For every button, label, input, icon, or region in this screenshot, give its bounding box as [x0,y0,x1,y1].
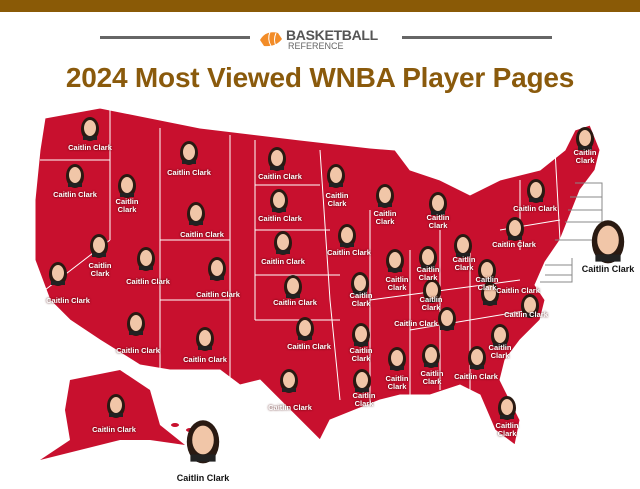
northeast-callout-lines [540,182,603,283]
player-photo [388,347,406,371]
player-name-label: Caitlin Clark [573,148,597,165]
player-photo [196,327,214,351]
logo-text-basketball: BASKETBALL [286,27,378,43]
player-name-label: Caitlin Clark [581,264,635,274]
player-photo [296,317,314,341]
player-photo [274,231,292,255]
player-photo [180,141,198,165]
player-name-label: Caitlin Clark [126,277,170,286]
player-name-label: Caitlin Clark [394,319,438,328]
player-name-label: Caitlin Clark [327,248,371,257]
player-photo [498,396,516,420]
player-name-label: Caitlin Clark [492,240,536,249]
player-name-label: Caitlin Clark [419,295,443,312]
player-name-label: Caitlin Clark [287,342,331,351]
player-name-label: Caitlin Clark [196,290,240,299]
player-name-label: Caitlin Clark [475,275,499,292]
player-name-label: Caitlin Clark [416,265,440,282]
player-name-label: Caitlin Clark [46,296,90,305]
player-name-label: Caitlin Clark [426,213,450,230]
player-photo [376,184,394,208]
player-name-label: Caitlin Clark [452,255,476,272]
player-photo [187,202,205,226]
player-name-label: Caitlin Clark [385,374,409,391]
player-photo [591,220,625,264]
player-photo [491,324,509,348]
player-photo [137,247,155,271]
player-photo [419,246,437,270]
player-name-label: Caitlin Clark [373,209,397,226]
player-name-label: Caitlin Clark [167,168,211,177]
player-name-label: Caitlin Clark [53,190,97,199]
contiguous-us-shape [34,107,601,446]
page-title: 2024 Most Viewed WNBA Player Pages [65,62,575,93]
player-name-label: Caitlin Clark [504,310,548,319]
player-name-label: Caitlin Clark [454,372,498,381]
player-name-label: Caitlin Clark [258,214,302,223]
player-photo [423,279,441,303]
player-name-label: Caitlin Clark [349,346,373,363]
player-photo [208,257,226,281]
state-borders [40,110,561,420]
player-photo [454,234,472,258]
player-photo [118,174,136,198]
player-photo [422,344,440,368]
player-name-label: Caitlin Clark [352,391,376,408]
player-name-label: Caitlin Clark [420,369,444,386]
player-photo [481,282,499,306]
player-name-label: Caitlin Clark [115,197,139,214]
player-photo [478,259,496,283]
player-name-label: Caitlin Clark [92,425,136,434]
player-photo [527,179,545,203]
player-name-label: Caitlin Clark [273,298,317,307]
player-photo [576,127,594,151]
player-name-label: Caitlin Clark [349,291,373,308]
player-photo [352,323,370,347]
player-photo [270,189,288,213]
player-name-label: Caitlin Clark [513,204,557,213]
player-name-label: Caitlin Clark [68,143,112,152]
player-photo [186,420,220,464]
player-photo [268,147,286,171]
player-name-label: Caitlin Clark [385,275,409,292]
player-photo [429,192,447,216]
player-photo [280,369,298,393]
player-name-label: Caitlin Clark [116,346,160,355]
player-name-label: Caitlin Clark [180,230,224,239]
player-name-label: Caitlin Clark [258,172,302,181]
player-name-label: Caitlin Clark [268,403,312,412]
player-photo [284,275,302,299]
player-photo [438,307,456,331]
logo-text-reference: REFERENCE [288,41,344,51]
top-bar [0,0,640,12]
player-photo [468,346,486,370]
player-name-label: Caitlin Clark [325,191,349,208]
player-photo [386,249,404,273]
player-name-label: Caitlin Clark [183,355,227,364]
player-name-label: Caitlin Clark [495,421,519,438]
player-name-label: Caitlin Clark [496,286,540,295]
player-photo [353,369,371,393]
player-photo [90,234,108,258]
player-photo [81,117,99,141]
divider-left [100,36,250,39]
player-photo [351,272,369,296]
player-name-label: Caitlin Clark [88,261,112,278]
basketball-icon [260,31,282,47]
player-photo [107,394,125,418]
player-photo [338,224,356,248]
divider-right [402,36,552,39]
player-photo [506,217,524,241]
player-photo [327,164,345,188]
player-name-label: Caitlin Clark [176,473,230,483]
player-photo [127,312,145,336]
player-name-label: Caitlin Clark [261,257,305,266]
basketball-reference-logo: BASKETBALL REFERENCE [258,26,398,52]
player-photo [521,294,539,318]
player-photo [66,164,84,188]
player-name-label: Caitlin Clark [488,343,512,360]
player-photo [49,262,67,286]
